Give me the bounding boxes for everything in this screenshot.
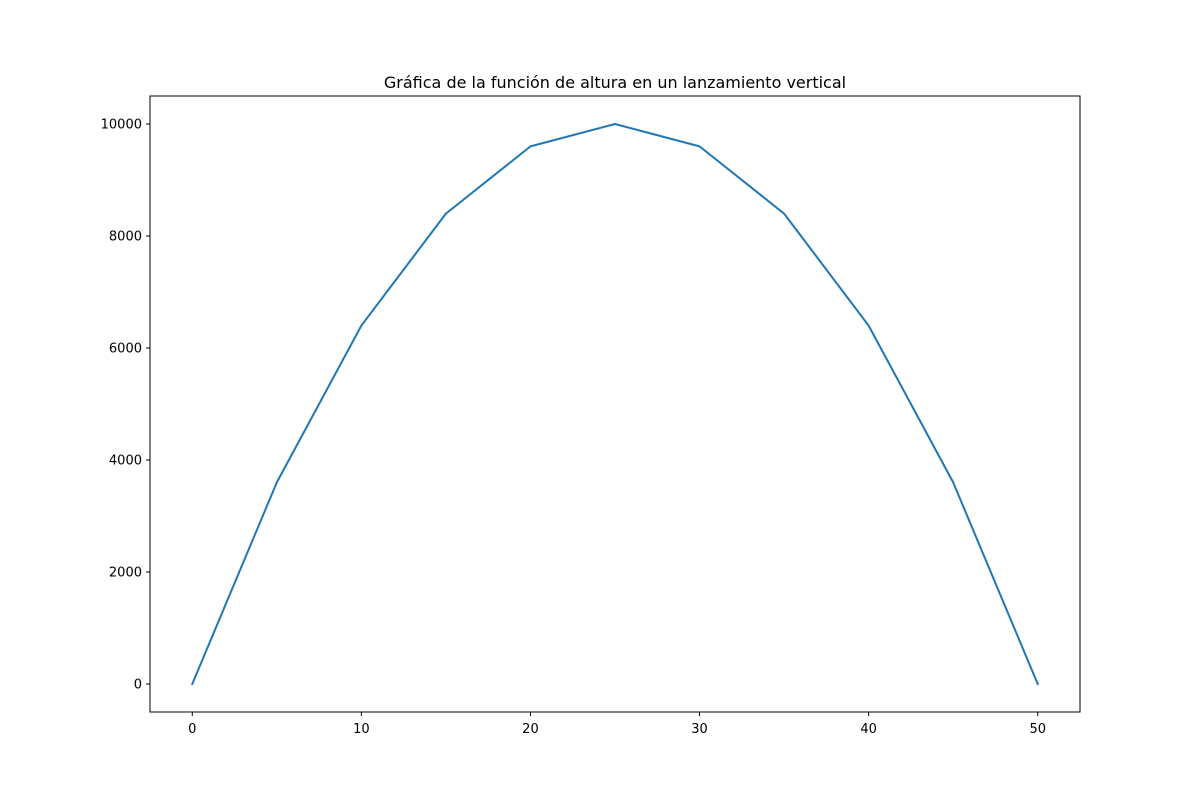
y-tick-label: 0: [134, 678, 142, 693]
y-tick-label: 2000: [109, 566, 142, 581]
series-line: [190, 123, 1040, 686]
y-tick-label: 6000: [109, 342, 142, 357]
x-tick-label: 20: [522, 722, 539, 737]
y-tick-label: 8000: [109, 230, 142, 245]
y-tick-label: 4000: [109, 454, 142, 469]
x-tick-label: 0: [188, 722, 196, 737]
x-axis-ticks: 0 10 20 30 40 50: [188, 712, 1046, 737]
x-tick-label: 10: [353, 722, 370, 737]
x-tick-label: 50: [1029, 722, 1046, 737]
series-layer: [190, 123, 1040, 686]
x-tick-label: 30: [691, 722, 708, 737]
y-axis-ticks: 0 2000 4000 6000 8000 10000: [101, 118, 150, 693]
axes-frame: [149, 95, 1081, 713]
x-tick-label: 40: [860, 722, 877, 737]
chart-title: Gráfica de la función de altura en un la…: [384, 73, 846, 92]
y-tick-label: 10000: [101, 118, 142, 133]
